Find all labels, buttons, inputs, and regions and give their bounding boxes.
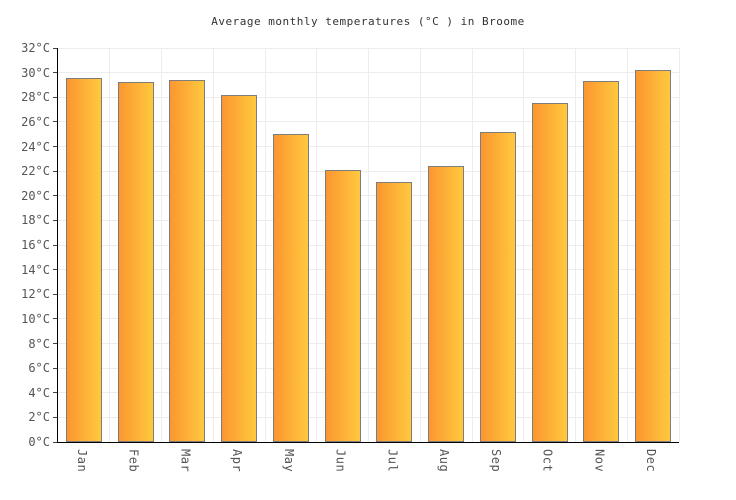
vertical-gridline	[264, 48, 266, 442]
y-axis-tick-label: 14°C	[21, 262, 50, 277]
temperature-bar-jun	[324, 169, 361, 442]
y-axis-tick-mark	[53, 47, 57, 49]
temperature-bar-jul	[376, 182, 413, 442]
y-axis-tick-label: 10°C	[21, 311, 50, 326]
y-axis-tick-label: 26°C	[21, 114, 50, 129]
temperature-bar-feb	[117, 82, 154, 442]
x-axis-month-label: Jan	[74, 449, 89, 473]
temperature-bar-aug	[428, 166, 465, 442]
y-axis-tick-mark	[53, 219, 57, 221]
vertical-gridline	[316, 48, 318, 442]
temperature-bar-sep	[479, 131, 516, 442]
vertical-gridline	[471, 48, 473, 442]
y-axis-tick-label: 0°C	[28, 435, 50, 449]
temperature-bar-dec	[635, 70, 672, 442]
temperature-bar-nov	[583, 81, 620, 442]
y-axis-tick-mark	[53, 269, 57, 271]
y-axis-tick-mark	[53, 318, 57, 320]
x-axis-month-label: Apr	[230, 449, 245, 473]
y-axis-tick-mark	[53, 121, 57, 123]
x-axis-month-label: Mar	[178, 449, 193, 473]
vertical-gridline	[678, 48, 680, 442]
y-axis-tick-label: 22°C	[21, 164, 50, 179]
x-axis-month-label: Sep	[488, 449, 503, 473]
y-axis-tick-mark	[53, 170, 57, 172]
vertical-gridline	[368, 48, 369, 442]
plot-area	[53, 47, 680, 443]
y-axis-tick-mark	[53, 244, 57, 246]
y-axis-tick-label: 20°C	[21, 188, 50, 203]
x-axis-month-label: Jul	[385, 449, 400, 473]
vertical-gridline	[109, 48, 111, 442]
x-axis-month-label: Oct	[540, 449, 555, 473]
y-axis-tick-label: 8°C	[28, 336, 50, 351]
chart-title: Average monthly temperatures (°C ) in Br…	[211, 15, 525, 28]
y-axis-tick-mark	[53, 293, 57, 295]
y-axis-tick-label: 12°C	[21, 287, 50, 302]
y-axis-tick-mark	[53, 343, 57, 344]
y-axis-tick-mark	[53, 416, 57, 418]
y-axis-tick-mark	[53, 146, 57, 147]
y-axis-tick-label: 18°C	[21, 213, 50, 228]
y-axis-tick-label: 16°C	[21, 238, 50, 252]
x-axis-month-label: Jun	[333, 449, 348, 473]
y-axis-tick-mark	[53, 441, 57, 443]
x-axis-month-label: Feb	[126, 449, 141, 473]
y-axis-tick-mark	[53, 72, 57, 74]
temperature-bar-oct	[531, 103, 568, 442]
y-axis-tick-label: 24°C	[21, 139, 50, 154]
temperature-bar-apr	[221, 94, 258, 442]
x-axis-month-label: Dec	[644, 449, 659, 473]
y-axis-tick-mark	[53, 96, 57, 98]
vertical-gridline	[212, 48, 214, 442]
y-axis-tick-mark	[53, 195, 57, 197]
x-axis-month-label: Nov	[592, 449, 607, 473]
temperature-bar-may	[272, 134, 309, 442]
vertical-gridline	[161, 48, 162, 442]
y-axis-tick-label: 30°C	[21, 65, 50, 80]
y-axis-tick-mark	[53, 367, 57, 369]
x-axis-month-label: Aug	[437, 449, 452, 473]
y-axis-tick-label: 4°C	[28, 385, 50, 400]
vertical-gridline	[419, 48, 421, 442]
vertical-gridline	[575, 48, 576, 442]
y-axis-tick-label: 28°C	[21, 90, 50, 105]
x-axis-month-label: May	[281, 449, 296, 473]
y-axis-tick-label: 2°C	[28, 410, 50, 425]
temperature-bar-mar	[169, 80, 206, 442]
temperature-bar-jan	[65, 77, 102, 442]
y-axis-tick-mark	[53, 392, 57, 394]
vertical-gridline	[523, 48, 525, 442]
vertical-gridline	[626, 48, 628, 442]
y-axis-tick-label: 32°C	[21, 41, 50, 55]
y-axis-tick-label: 6°C	[28, 361, 50, 376]
